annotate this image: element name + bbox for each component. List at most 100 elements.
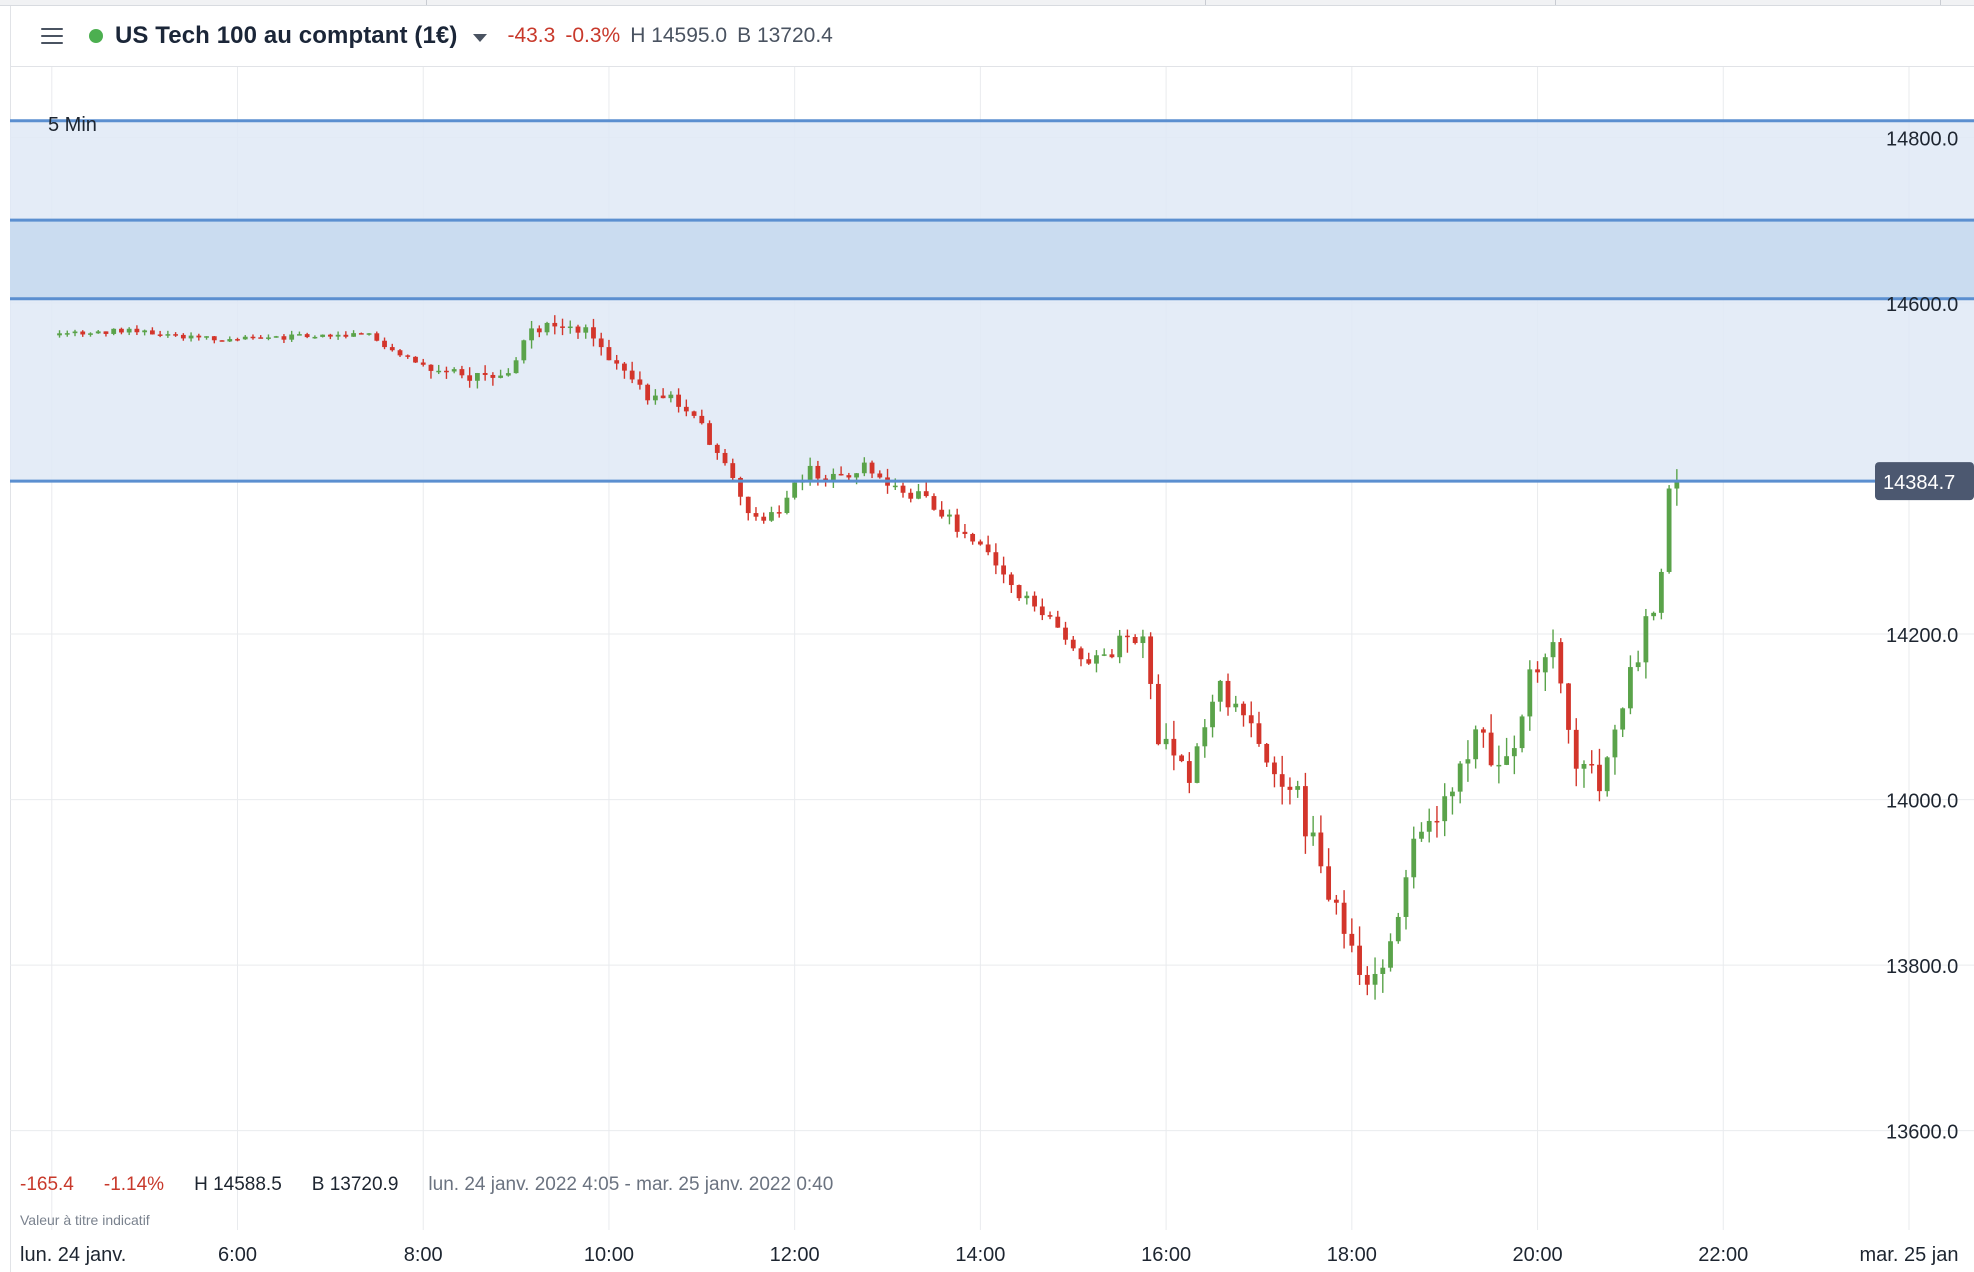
candle-body — [1465, 759, 1471, 764]
caret-down-icon[interactable] — [473, 33, 488, 42]
candle-body — [266, 337, 271, 339]
candle-body — [343, 334, 349, 337]
candle-body — [645, 384, 651, 401]
candle-body — [273, 336, 279, 338]
y-tick-label: 14200.0 — [1886, 625, 1958, 647]
candle-body — [1225, 680, 1231, 708]
candle-body — [668, 394, 674, 399]
chart-area[interactable] — [10, 67, 1974, 1272]
candle-body — [142, 330, 148, 333]
candle-body — [536, 328, 542, 333]
candle-body — [807, 465, 813, 480]
x-tick-label: 12:00 — [770, 1244, 820, 1266]
candle-body — [1279, 774, 1285, 787]
candle-body — [985, 544, 991, 553]
candle-body — [1573, 729, 1579, 769]
candle-body — [459, 369, 465, 376]
candle-body — [103, 331, 109, 334]
candle-body — [970, 533, 976, 542]
candle-body — [1333, 899, 1339, 903]
candle-body — [1442, 796, 1448, 822]
candle-body — [877, 473, 883, 478]
candle-body — [1303, 786, 1308, 837]
chart-stats: -165.4 -1.14% H 14588.5 B 13720.9 lun. 2… — [20, 1174, 863, 1196]
candle-body — [1233, 703, 1239, 708]
x-tick-label: 6:00 — [218, 1244, 257, 1266]
candle-body — [977, 541, 983, 545]
candle-body — [567, 326, 573, 329]
candle-body — [707, 423, 712, 445]
candle-body — [405, 355, 411, 357]
instrument-name[interactable]: US Tech 100 au comptant (1€) — [115, 22, 458, 49]
level-lines[interactable] — [10, 119, 1974, 483]
candle-body — [1163, 738, 1169, 745]
candle-body — [1063, 627, 1068, 640]
stats-low: B 13720.9 — [311, 1174, 399, 1195]
candle-body — [335, 334, 341, 337]
candle-body — [1016, 585, 1022, 599]
candle-body — [72, 331, 78, 334]
candle-body — [1620, 708, 1626, 730]
candle-body — [1140, 636, 1146, 644]
y-axis: 13600.0 13800.0 14000.0 14200.0 14600.0 14800… — [1886, 128, 1958, 1143]
x-tick-label: 22:00 — [1698, 1244, 1748, 1266]
x-tick-label: 8:00 — [404, 1244, 443, 1266]
candle-body — [575, 326, 581, 333]
candle-body — [1132, 636, 1138, 644]
candle-body — [1527, 669, 1533, 717]
market-open-dot-icon — [89, 29, 103, 43]
candle-body — [830, 473, 836, 482]
candle-body — [173, 334, 179, 336]
candle-body — [591, 327, 596, 339]
candle-body — [1635, 662, 1641, 668]
chart-header: US Tech 100 au comptant (1€) -43.3 -0.3%… — [10, 6, 1974, 67]
current-price-tag-bg — [1875, 462, 1974, 501]
candle-body — [1411, 838, 1417, 878]
candle-body — [1651, 612, 1657, 617]
candle-body — [1628, 667, 1633, 709]
candle-body — [993, 552, 999, 566]
candle-body — [374, 333, 380, 341]
candle-body — [1186, 761, 1192, 783]
candle-body — [722, 452, 728, 464]
candle-body — [1148, 636, 1154, 684]
candle-body — [861, 462, 867, 474]
candle-body — [397, 350, 403, 356]
candle-body — [1604, 757, 1610, 792]
candle-body — [119, 328, 124, 333]
candle-body — [637, 379, 643, 385]
y-tick-label: 14600.0 — [1886, 294, 1958, 316]
tab-edge — [426, 0, 427, 5]
candle-body — [846, 475, 852, 478]
candle-body — [1171, 738, 1177, 756]
candle-body — [683, 406, 689, 412]
x-tick-label: 14:00 — [955, 1244, 1005, 1266]
candle-body — [583, 327, 589, 333]
candle-body — [1372, 973, 1378, 985]
candle-body — [1550, 642, 1556, 658]
candle-body — [838, 473, 844, 476]
candle-body — [1473, 729, 1479, 760]
candle-body — [900, 485, 906, 493]
candle-body — [474, 373, 480, 381]
current-price-tag: 14384.7 — [1875, 462, 1974, 501]
candle-body — [1086, 659, 1092, 664]
candle-body — [1666, 488, 1672, 572]
candle-body — [188, 335, 194, 339]
candle-body — [490, 374, 496, 378]
candle-body — [64, 333, 70, 335]
candle-body — [1217, 680, 1223, 702]
candle-body — [451, 369, 457, 372]
candle-body — [699, 415, 705, 424]
candle-body — [738, 477, 743, 497]
price-zone — [10, 120, 1974, 482]
candle-body — [1349, 933, 1355, 946]
indicative-note: Valeur à titre indicatif — [20, 1212, 150, 1228]
interval-label[interactable]: 5 Min — [48, 114, 97, 136]
stats-high: H 14588.5 — [194, 1174, 282, 1195]
candle-body — [482, 373, 488, 375]
hamburger-icon[interactable] — [41, 28, 63, 44]
candle-body — [1426, 820, 1432, 832]
candle-body — [467, 375, 473, 381]
